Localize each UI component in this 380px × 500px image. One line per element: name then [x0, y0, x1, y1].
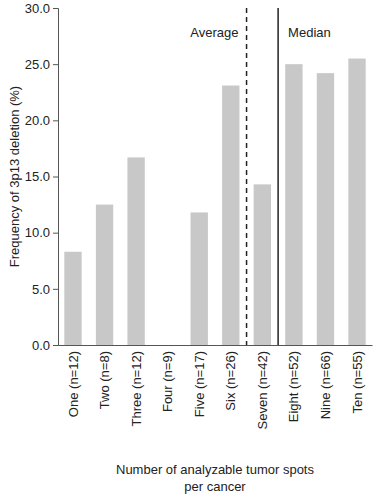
y-tick: 5.0	[32, 281, 58, 296]
x-tick-label: Four (n=9)	[160, 351, 175, 412]
y-tick-mark	[53, 64, 58, 65]
bar	[191, 212, 208, 345]
x-tick: Nine (n=66)	[318, 351, 333, 419]
y-tick: 30.0	[25, 1, 58, 16]
x-tick: Six (n=26)	[223, 351, 238, 411]
y-tick-label: 25.0	[25, 57, 50, 72]
x-tick-label: Two (n=8)	[97, 351, 112, 409]
x-axis-title: Number of analyzable tumor spotsper canc…	[116, 462, 314, 494]
x-tick: Eight (n=52)	[286, 351, 301, 422]
chart: 0.0 5.0 10.0 15.0 20.0 25.0 30.0 One (n=12) Two …	[0, 0, 380, 500]
bar	[96, 205, 113, 345]
y-tick: 25.0	[25, 57, 58, 72]
y-tick-mark	[53, 120, 58, 121]
y-tick-label: 30.0	[25, 1, 50, 16]
bar	[348, 59, 365, 345]
x-tick: One (n=12)	[66, 351, 81, 417]
y-tick-mark	[53, 345, 58, 346]
y-tick: 15.0	[25, 169, 58, 184]
annotation-label: Average	[190, 25, 238, 40]
y-axis-line	[53, 9, 59, 346]
x-tick-label: Eight (n=52)	[286, 351, 301, 422]
y-tick: 20.0	[25, 113, 58, 128]
y-axis: 0.0 5.0 10.0 15.0 20.0 25.0 30.0	[25, 1, 59, 353]
bar	[159, 345, 176, 346]
y-tick-mark	[53, 233, 58, 234]
bar	[285, 64, 302, 345]
annotation-label: Median	[288, 25, 331, 40]
bar	[64, 252, 81, 345]
y-tick-mark	[53, 289, 58, 290]
y-tick-label: 20.0	[25, 113, 50, 128]
plot-area: 0.0 5.0 10.0 15.0 20.0 25.0 30.0 One (n=12) Two …	[25, 1, 373, 430]
x-tick: Three (n=12)	[129, 351, 144, 427]
bar	[222, 86, 239, 345]
y-tick-label: 15.0	[25, 169, 50, 184]
bar	[254, 184, 271, 345]
x-tick: Seven (n=42)	[255, 351, 270, 429]
y-tick: 10.0	[25, 225, 58, 240]
x-tick: Two (n=8)	[97, 351, 112, 409]
x-tick-label: Three (n=12)	[129, 351, 144, 427]
x-tick-label: Five (n=17)	[192, 351, 207, 417]
bar	[127, 157, 144, 345]
y-tick-label: 0.0	[32, 338, 50, 353]
annotation-line	[277, 8, 279, 345]
y-tick: 0.0	[32, 338, 58, 353]
x-tick-label: One (n=12)	[66, 351, 81, 417]
y-axis-title: Frequency of 3p13 deletion (%)	[7, 86, 22, 267]
x-tick: Four (n=9)	[160, 351, 175, 412]
x-tick: Five (n=17)	[192, 351, 207, 417]
y-tick-label: 10.0	[25, 225, 50, 240]
x-tick-label: Seven (n=42)	[255, 351, 270, 429]
bar	[317, 73, 334, 345]
bars	[64, 8, 365, 345]
y-tick-label: 5.0	[32, 281, 50, 296]
y-tick-mark	[53, 177, 58, 178]
x-tick-label: Ten (n=55)	[350, 351, 365, 414]
x-tick: Ten (n=55)	[350, 351, 365, 414]
y-tick-mark	[53, 8, 58, 9]
x-tick-label: Six (n=26)	[223, 351, 238, 411]
x-axis: One (n=12) Two (n=8) Three (n=12) Four (n=9…	[59, 346, 373, 430]
x-axis-line	[59, 345, 373, 346]
annotation-line	[246, 8, 248, 345]
x-tick-label: Nine (n=66)	[318, 351, 333, 419]
